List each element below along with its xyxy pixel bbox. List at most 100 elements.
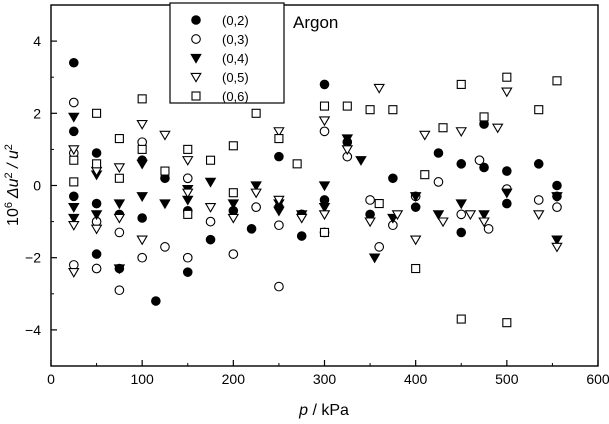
y-tick-label: 4 <box>33 33 41 49</box>
data-point-filled-circle <box>433 148 444 158</box>
data-point-open-triangle-down <box>113 163 126 174</box>
data-point-filled-triangle-down <box>136 192 148 203</box>
data-point-open-square <box>456 79 466 89</box>
data-point-open-square <box>420 170 430 180</box>
legend-label: (0,5) <box>222 70 249 85</box>
legend-marker-open-triangle-down <box>190 72 202 83</box>
data-point-open-circle <box>68 97 79 108</box>
data-point-open-square <box>502 318 512 328</box>
x-tick-label: 500 <box>495 371 519 387</box>
data-point-filled-triangle-down <box>113 199 126 210</box>
y-axis-title: 106 Δu2 / u2 <box>3 144 22 226</box>
data-point-open-circle <box>205 216 216 227</box>
data-point-filled-triangle-down <box>368 253 381 264</box>
data-point-filled-triangle-down <box>250 181 262 192</box>
data-point-open-circle <box>319 126 330 137</box>
data-point-filled-circle <box>91 249 102 259</box>
data-point-open-square <box>319 101 330 111</box>
data-point-filled-circle <box>410 202 421 212</box>
data-point-open-triangle-down <box>273 195 285 206</box>
data-point-filled-triangle-down <box>455 199 468 210</box>
data-point-open-circle <box>91 263 102 274</box>
data-point-open-circle <box>474 155 485 166</box>
data-point-open-triangle-down <box>373 83 385 94</box>
data-point-open-circle <box>228 249 239 259</box>
data-point-filled-triangle-down <box>113 264 126 275</box>
data-point-open-triangle-down <box>318 116 331 127</box>
x-tick-label: 0 <box>47 371 55 387</box>
data-point-open-triangle-down <box>455 127 468 138</box>
data-point-open-triangle-down <box>341 145 354 156</box>
data-point-filled-circle <box>274 151 284 162</box>
legend-label: (0,2) <box>222 13 249 28</box>
data-point-filled-triangle-down <box>273 206 285 217</box>
data-points <box>68 57 563 328</box>
data-point-open-circle <box>251 202 261 213</box>
data-point-open-triangle-down <box>90 224 103 235</box>
data-point-filled-circle <box>533 159 544 169</box>
data-point-open-triangle-down <box>419 130 431 141</box>
data-point-open-circle <box>552 202 562 213</box>
data-point-open-square <box>92 159 102 169</box>
data-point-filled-circle <box>296 231 307 241</box>
data-point-open-square <box>319 227 330 237</box>
data-point-filled-triangle-down <box>318 203 331 213</box>
data-point-open-circle <box>274 220 284 231</box>
data-point-open-square <box>552 76 562 86</box>
data-point-open-square <box>374 199 384 209</box>
data-point-filled-circle <box>319 195 330 205</box>
data-point-open-triangle-down <box>227 213 240 224</box>
legend-label: (0,6) <box>222 89 249 104</box>
data-point-filled-circle <box>246 224 257 234</box>
data-point-open-circle <box>137 252 148 263</box>
data-point-open-square <box>456 314 466 324</box>
data-point-filled-circle <box>68 191 79 202</box>
data-point-open-circle <box>182 252 193 263</box>
data-point-open-square <box>292 159 302 169</box>
x-tick-label: 200 <box>222 371 246 387</box>
y-tick-label: 0 <box>33 178 41 194</box>
data-point-open-circle <box>68 260 79 270</box>
data-point-filled-triangle-down <box>318 181 331 192</box>
data-point-filled-triangle-down <box>90 210 103 221</box>
legend-box <box>169 2 285 104</box>
data-point-open-square <box>438 123 448 133</box>
data-point-open-square <box>92 108 102 118</box>
data-point-filled-triangle-down <box>551 192 563 203</box>
data-point-open-circle <box>160 242 170 252</box>
legend: (0,2) (0,3) (0,4) (0,5) (0,6) <box>169 2 285 104</box>
data-point-open-circle <box>483 223 494 234</box>
data-point-open-circle <box>114 227 125 238</box>
data-point-open-square <box>411 263 421 274</box>
data-point-open-square <box>502 72 512 82</box>
data-point-filled-triangle-down <box>501 188 513 199</box>
data-point-filled-triangle-down <box>341 134 354 145</box>
data-point-open-triangle-down <box>551 242 563 253</box>
data-point-open-square <box>251 108 261 118</box>
data-point-filled-circle <box>388 173 398 184</box>
data-point-filled-triangle-down <box>68 112 80 123</box>
legend-marker-open-circle <box>191 34 201 44</box>
data-point-open-triangle-down <box>478 217 490 228</box>
data-point-open-triangle-down <box>364 217 376 228</box>
data-point-open-triangle-down <box>68 145 80 156</box>
data-point-open-triangle-down <box>437 217 449 228</box>
data-point-filled-triangle-down <box>409 192 422 203</box>
data-point-open-square <box>69 155 79 165</box>
x-tick-label: 300 <box>313 371 337 387</box>
data-point-open-triangle-down <box>501 87 513 98</box>
data-point-filled-triangle-down <box>68 213 80 224</box>
x-tick-label: 400 <box>404 371 428 387</box>
data-point-open-circle <box>114 285 125 296</box>
data-point-open-square <box>137 94 147 104</box>
x-axis-variable: p <box>298 402 308 419</box>
data-point-open-triangle-down <box>68 267 80 278</box>
legend-marker-filled-circle <box>191 15 201 25</box>
data-point-filled-triangle-down <box>387 213 399 224</box>
data-point-open-triangle-down <box>318 210 331 221</box>
chart-annotation: Argon <box>293 13 338 32</box>
y-tick-label: −4 <box>25 322 41 338</box>
data-point-filled-triangle-down <box>204 177 217 188</box>
data-point-open-circle <box>374 242 385 252</box>
